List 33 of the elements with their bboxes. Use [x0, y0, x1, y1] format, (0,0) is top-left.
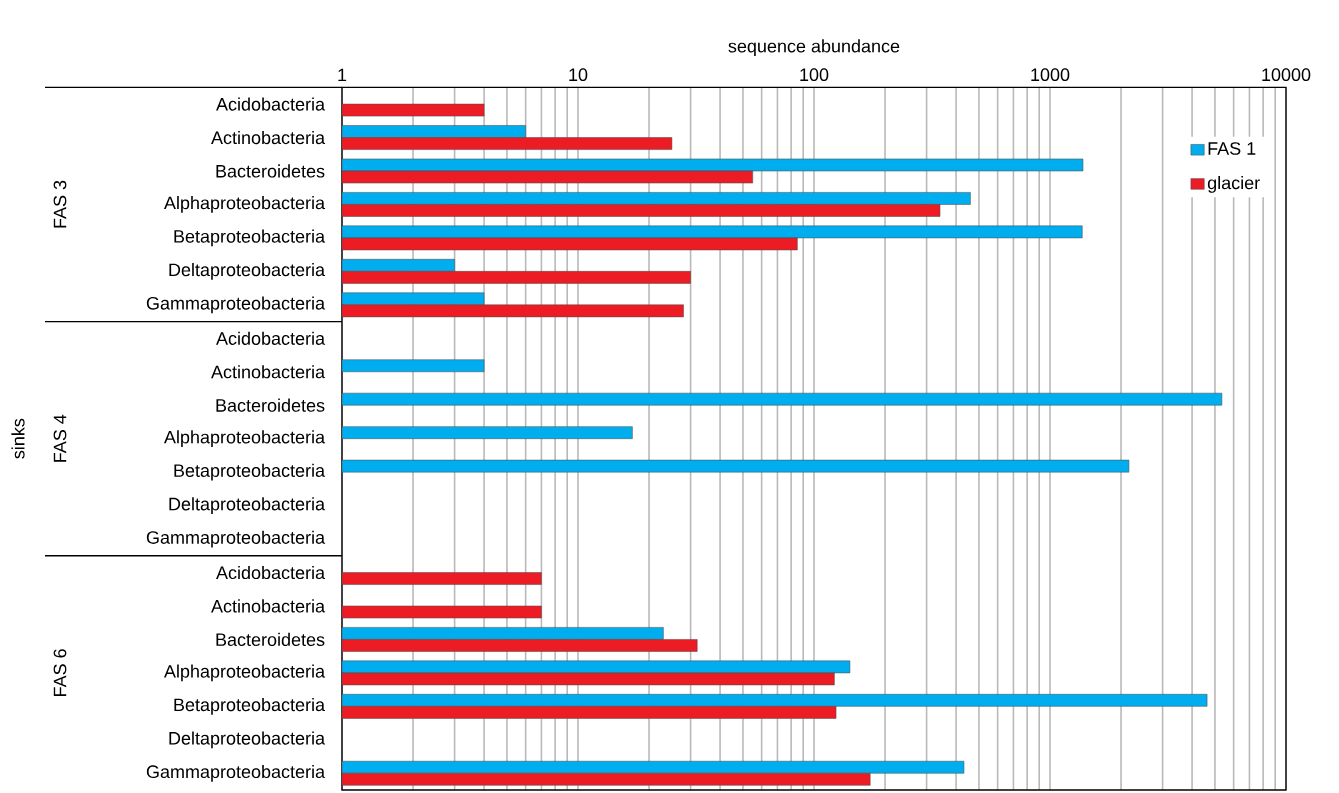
y-tick-label: Betaproteobacteria — [174, 463, 326, 481]
y-tick-label: Acidobacteria — [216, 565, 326, 580]
text: sinks — [11, 418, 25, 459]
y-tick-label: Deltaproteobacteria — [169, 262, 326, 280]
y-tick-label: Bacteroidetes — [216, 632, 325, 647]
y-tick-label: Acidobacteria — [216, 97, 326, 111]
y-tick-label: Gammaproteobacteria — [146, 296, 326, 314]
legend-label: FAS 1 — [1208, 142, 1256, 155]
y-tick-label: Alphaproteobacteria — [163, 664, 326, 682]
text: FAS 3 — [53, 180, 67, 228]
text: FAS 4 — [53, 414, 67, 462]
y-tick-label: Actinobacteria — [211, 130, 326, 145]
legend-label: glacier — [1207, 176, 1260, 193]
x-tick-label: 1000 — [1031, 68, 1070, 82]
text: FAS 6 — [53, 649, 67, 696]
y-tick-label: Bacteroidetes — [216, 164, 325, 178]
x-tick-label: 1 — [338, 68, 347, 82]
x-tick-label: 100 — [800, 68, 829, 82]
y-tick-label: Alphaproteobacteria — [163, 196, 326, 213]
x-tick-label: 10000 — [1262, 68, 1311, 82]
y-tick-label: Actinobacteria — [211, 599, 326, 613]
y-tick-label: Alphaproteobacteria — [163, 430, 326, 448]
y-tick-label: Betaproteobacteria — [174, 697, 326, 715]
y-tick-label: Deltaproteobacteria — [169, 497, 326, 514]
x-axis-title: sequence abundance — [728, 39, 900, 57]
y-tick-label: Betaproteobacteria — [174, 229, 326, 247]
y-tick-label: Deltaproteobacteria — [169, 731, 326, 749]
y-tick-label: Bacteroidetes — [216, 398, 325, 412]
y-tick-label: Acidobacteria — [216, 331, 326, 345]
y-tick-label: Actinobacteria — [211, 365, 326, 379]
x-tick-label: 10 — [569, 68, 588, 82]
y-tick-label: Gammaproteobacteria — [146, 530, 326, 548]
y-tick-label: Gammaproteobacteria — [146, 764, 326, 782]
